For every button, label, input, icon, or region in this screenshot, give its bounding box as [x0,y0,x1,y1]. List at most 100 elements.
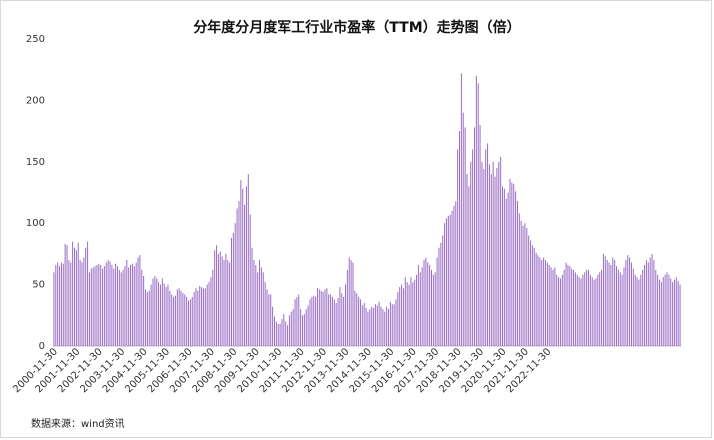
bar [232,233,234,346]
bar [255,264,257,346]
bar [586,269,588,346]
bar [391,304,393,346]
bar [201,287,203,346]
bar [111,264,113,346]
bar [60,262,62,346]
bar [601,269,603,346]
bar [455,201,457,346]
bar [206,284,208,346]
bar [466,174,468,346]
bar [376,305,378,346]
bar [584,272,586,346]
bar [406,282,408,346]
bar [120,272,122,346]
bar [587,269,589,346]
bar [77,242,79,346]
bar [53,272,55,346]
bar [165,287,167,346]
bar [339,287,341,346]
bar [619,272,621,346]
bar [399,287,401,346]
bar [62,263,64,346]
bar [416,274,418,346]
y-tick-label: 200 [26,95,45,106]
bar [501,186,504,346]
bar [303,314,305,346]
bar [283,314,285,346]
bar [180,290,182,346]
bar [642,269,644,346]
bar [640,274,642,346]
bar [361,305,363,346]
bar [673,279,675,346]
bar [610,264,612,346]
bar [511,182,513,346]
bar [358,296,360,346]
bar [105,262,107,346]
bar [189,299,191,346]
bar [539,257,541,346]
bar [630,262,632,346]
bar [526,228,528,346]
bar [145,289,147,346]
bar [245,186,247,346]
bar [668,274,670,346]
bar [363,303,365,346]
bar [234,223,236,346]
bar [79,260,81,346]
bar [109,261,111,346]
bar [214,250,216,346]
bar [621,274,623,346]
bar [174,295,176,346]
bar [96,264,98,346]
bar [279,323,281,346]
bar [616,266,618,346]
bar [277,323,279,346]
bar [623,267,625,346]
bar [202,288,204,346]
bar [359,299,361,346]
bar [83,257,85,346]
bar [131,263,133,346]
bar [236,208,238,346]
bar [251,247,253,346]
bar [187,300,190,346]
bar [487,143,489,346]
bar [393,304,395,346]
bar [509,178,511,346]
y-tick-label: 50 [32,280,45,291]
bar [544,260,547,346]
bar [647,262,649,346]
bar [430,269,432,346]
bar [156,278,158,346]
bar [238,201,240,346]
bar [87,241,89,346]
bar [518,213,520,346]
bar [73,247,76,346]
bar [485,149,487,346]
bar [302,315,304,346]
bar [113,268,115,346]
bar [240,180,242,346]
y-tick-label: 0 [39,341,45,352]
bar [141,269,143,346]
bar [159,284,161,346]
bar [503,188,505,346]
bar [55,264,57,346]
bar [380,306,382,346]
bar [137,257,139,346]
bar [457,149,459,346]
bar [559,278,561,346]
bar [500,156,502,346]
bar [395,299,397,346]
bar [658,279,661,346]
bar [627,255,629,346]
bar [453,206,455,346]
bar [307,305,309,346]
bar [653,260,655,346]
bar [133,266,135,346]
bar [558,277,560,346]
bar [664,274,666,346]
bar [346,269,348,346]
bar [264,282,266,346]
